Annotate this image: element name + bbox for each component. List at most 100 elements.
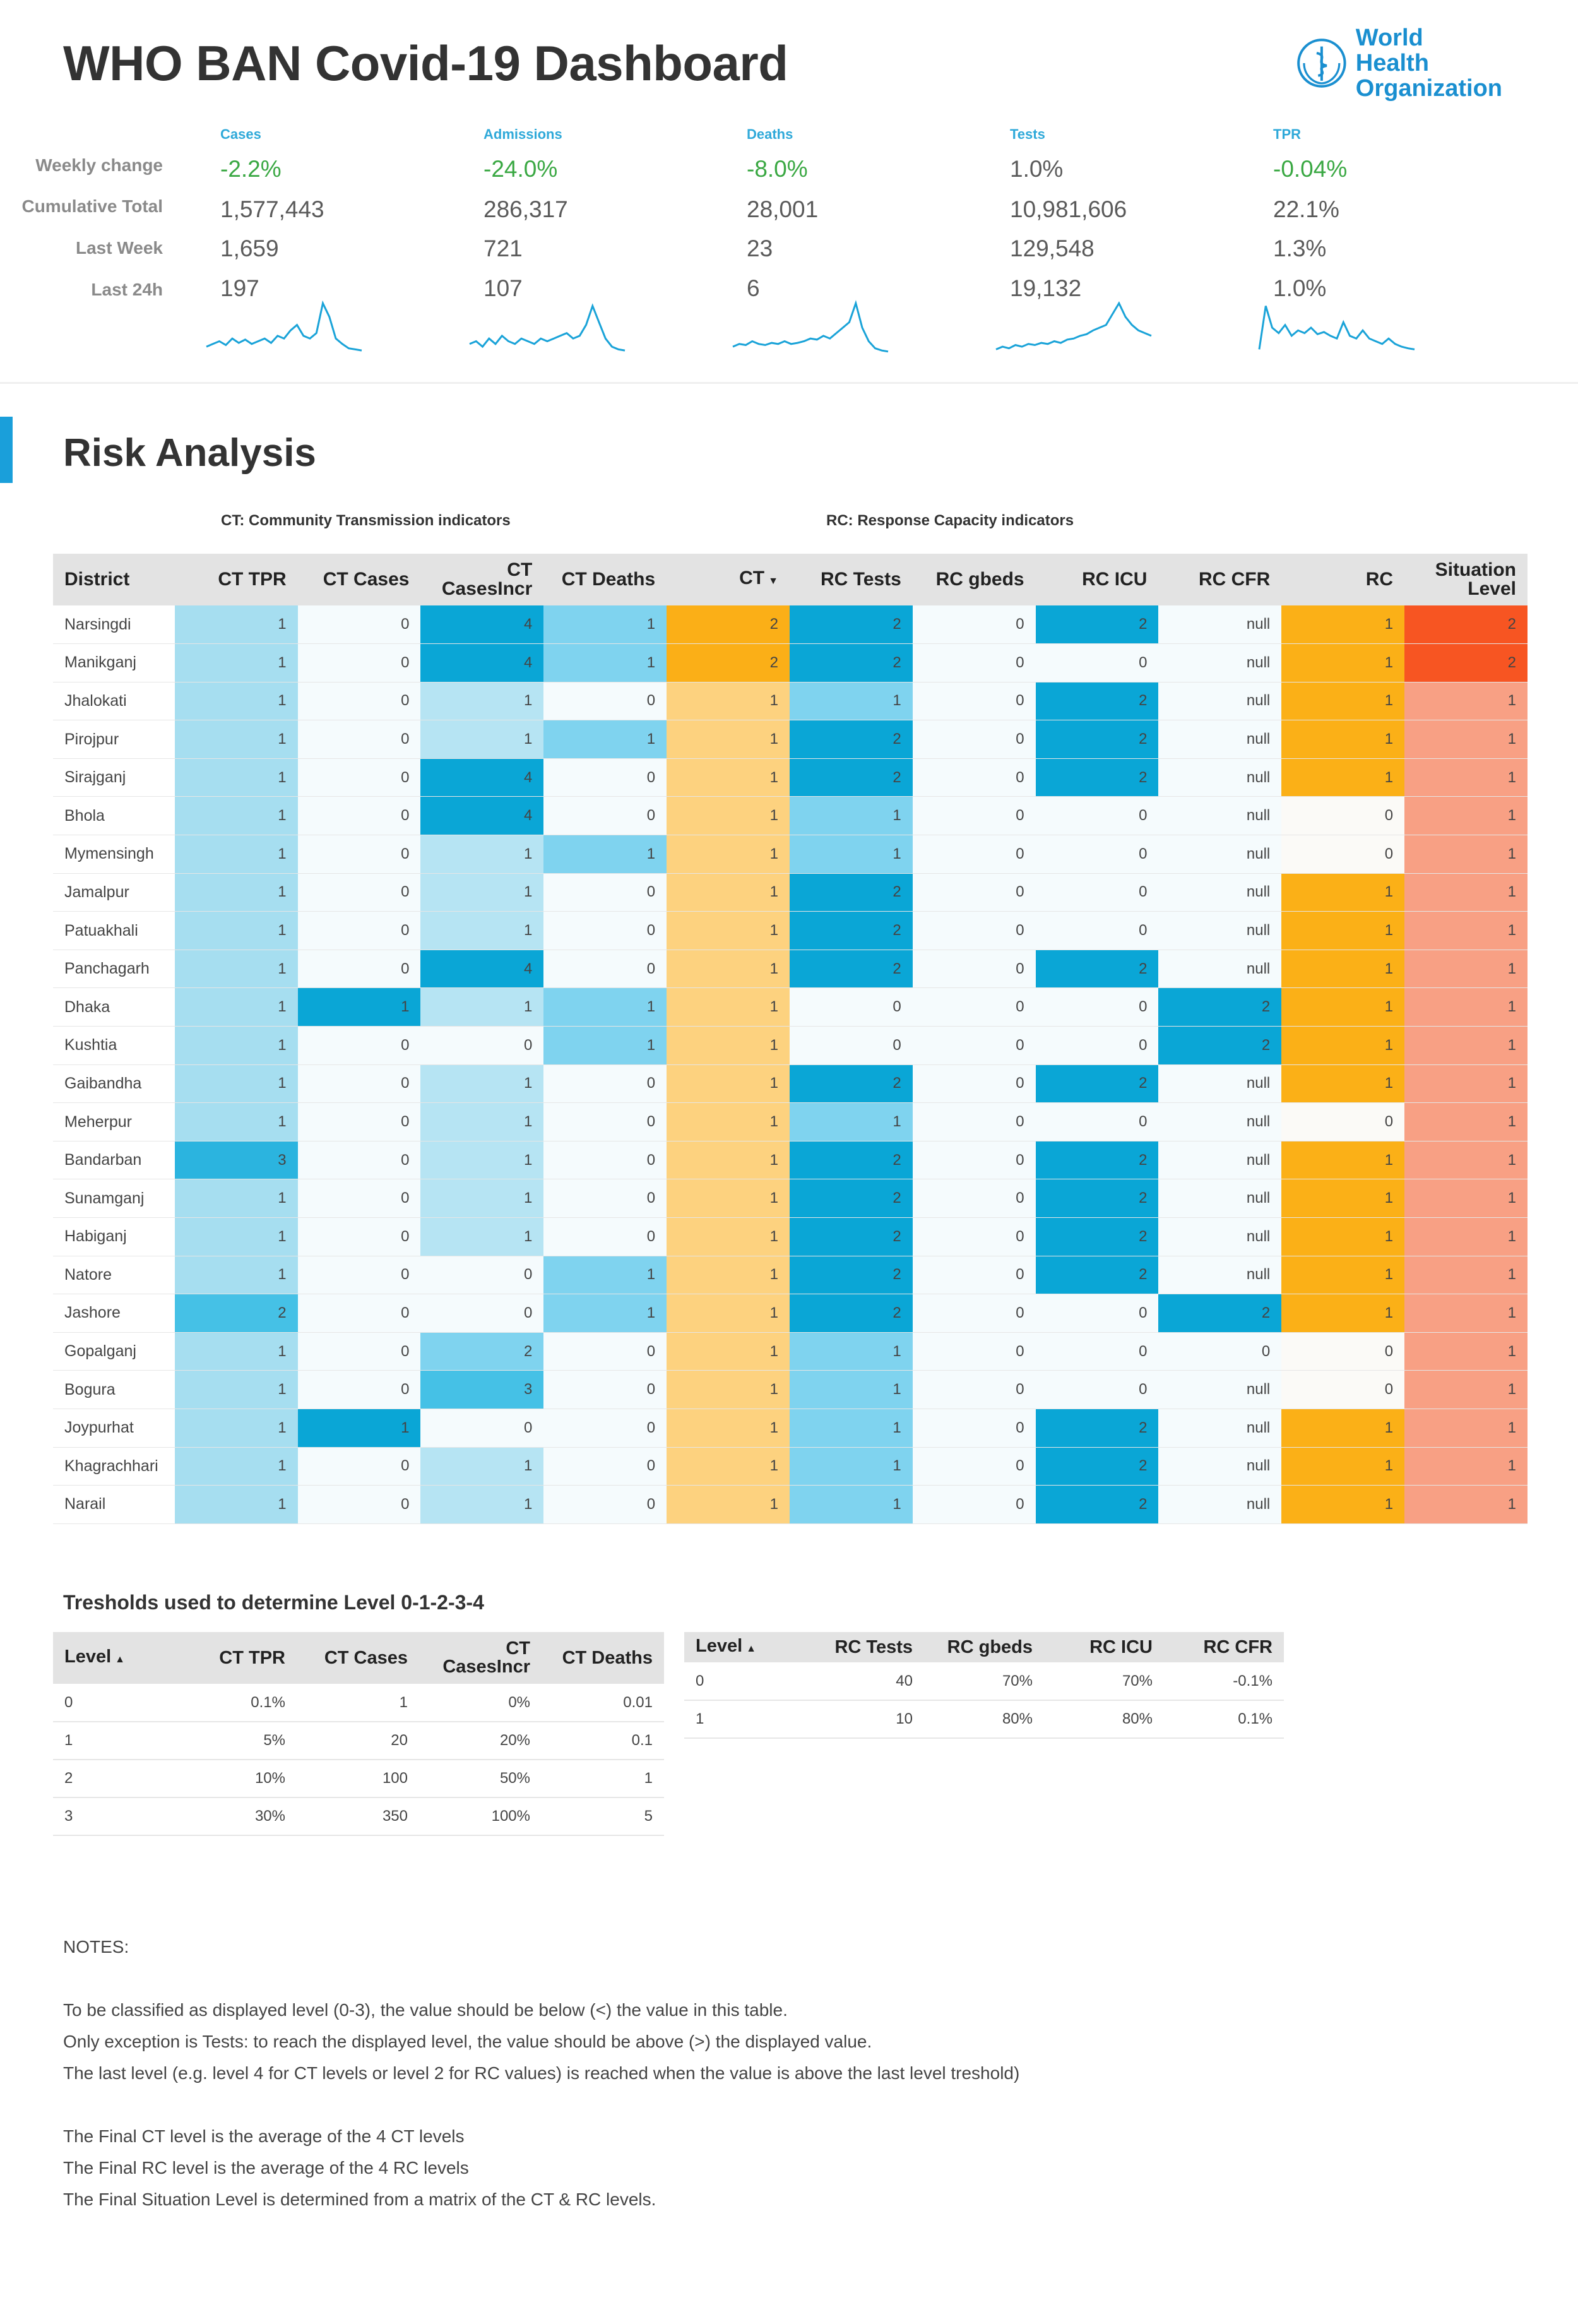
indicator-cell: 1 bbox=[789, 1102, 913, 1141]
indicator-cell: 1 bbox=[174, 1409, 298, 1448]
indicator-cell: 2 bbox=[1035, 950, 1159, 989]
indicator-cell: 0 bbox=[912, 835, 1036, 874]
column-header[interactable]: CT ▼ bbox=[667, 554, 790, 605]
indicator-cell: 0 bbox=[420, 1026, 544, 1065]
sparkline-line bbox=[469, 303, 626, 352]
indicator-cell: 1 bbox=[667, 758, 790, 797]
indicator-cell: 1 bbox=[1281, 987, 1405, 1027]
column-header[interactable]: RC CFR bbox=[1164, 1632, 1284, 1662]
table-row: Sirajganj 1 0 4 0 1 2 0 2 null 1 1 bbox=[53, 758, 1528, 797]
column-header[interactable]: CT TPR bbox=[174, 554, 298, 605]
thresholds-title: Tresholds used to determine Level 0-1-2-… bbox=[63, 1591, 484, 1614]
sparkline-line bbox=[206, 300, 362, 352]
indicator-cell: 0 bbox=[789, 1026, 913, 1065]
indicator-cell: 1 bbox=[174, 1102, 298, 1141]
threshold-cell: 100 bbox=[297, 1760, 419, 1798]
sort-asc-icon[interactable]: ▲ bbox=[115, 1654, 126, 1665]
column-header[interactable]: CT CasesIncr bbox=[419, 1632, 542, 1684]
sort-asc-icon[interactable]: ▲ bbox=[746, 1643, 757, 1654]
column-header[interactable]: Level ▲ bbox=[684, 1632, 804, 1662]
table-row: Khagrachhari 1 0 1 0 1 1 0 2 null 1 1 bbox=[53, 1447, 1528, 1486]
column-header[interactable]: Level ▲ bbox=[53, 1632, 174, 1684]
kpi-value-last-24h: 1.0% bbox=[1273, 275, 1327, 301]
indicator-cell: 2 bbox=[789, 1294, 913, 1333]
district-cell: Patuakhali bbox=[53, 911, 175, 950]
column-header[interactable]: RC CFR bbox=[1158, 554, 1282, 605]
column-header[interactable]: RC ICU bbox=[1044, 1632, 1164, 1662]
column-header[interactable]: CT Cases bbox=[297, 554, 421, 605]
notes-line: To be classified as displayed level (0-3… bbox=[63, 2000, 788, 2020]
column-header[interactable]: Situation Level bbox=[1404, 554, 1528, 605]
sort-desc-icon[interactable]: ▼ bbox=[768, 575, 778, 587]
indicator-cell: 1 bbox=[543, 987, 667, 1027]
indicator-cell: 1 bbox=[1404, 1332, 1528, 1371]
indicator-cell: 2 bbox=[1035, 605, 1159, 645]
kpi-row-label: Weekly change bbox=[35, 155, 163, 175]
indicator-cell: 2 bbox=[789, 1179, 913, 1218]
indicator-cell: 1 bbox=[789, 1370, 913, 1409]
indicator-cell: 0 bbox=[912, 1485, 1036, 1524]
sparkline bbox=[1258, 306, 1415, 350]
indicator-cell: 1 bbox=[1281, 1256, 1405, 1295]
indicator-cell: 2 bbox=[789, 643, 913, 682]
indicator-cell: 0 bbox=[297, 1141, 421, 1180]
column-header[interactable]: RC gbeds bbox=[924, 1632, 1044, 1662]
indicator-cell: 1 bbox=[174, 1332, 298, 1371]
indicator-cell: 2 bbox=[667, 643, 790, 682]
indicator-cell: 2 bbox=[789, 950, 913, 989]
district-cell: Kushtia bbox=[53, 1026, 175, 1065]
indicator-cell: 2 bbox=[1035, 1141, 1159, 1180]
indicator-cell: 0 bbox=[297, 796, 421, 836]
indicator-cell: 1 bbox=[174, 1064, 298, 1104]
indicator-cell: 2 bbox=[1035, 1485, 1159, 1524]
indicator-cell: 1 bbox=[1404, 1179, 1528, 1218]
indicator-cell: 2 bbox=[789, 720, 913, 759]
column-header[interactable]: CT Deaths bbox=[542, 1632, 664, 1684]
indicator-cell: 1 bbox=[1281, 1141, 1405, 1180]
indicator-cell: null bbox=[1158, 1179, 1282, 1218]
indicator-cell: 1 bbox=[1281, 720, 1405, 759]
indicator-cell: 1 bbox=[543, 720, 667, 759]
indicator-cell: 1 bbox=[789, 1447, 913, 1486]
column-header[interactable]: RC bbox=[1281, 554, 1405, 605]
district-cell: Habiganj bbox=[53, 1217, 175, 1256]
indicator-cell: 1 bbox=[1404, 1064, 1528, 1104]
district-cell: Gopalganj bbox=[53, 1332, 175, 1371]
table-row: Natore 1 0 0 1 1 2 0 2 null 1 1 bbox=[53, 1256, 1528, 1295]
indicator-cell: 1 bbox=[1404, 1026, 1528, 1065]
column-header[interactable]: District bbox=[53, 554, 175, 605]
column-header[interactable]: RC Tests bbox=[789, 554, 913, 605]
indicator-cell: 1 bbox=[1281, 1409, 1405, 1448]
indicator-cell: 1 bbox=[420, 987, 544, 1027]
indicator-cell: 0 bbox=[912, 605, 1036, 645]
column-header[interactable]: CT Deaths bbox=[543, 554, 667, 605]
indicator-cell: 1 bbox=[789, 1332, 913, 1371]
indicator-cell: 0 bbox=[912, 1064, 1036, 1104]
district-cell: Gaibandha bbox=[53, 1064, 175, 1104]
kpi-value-last-24h: 107 bbox=[483, 275, 523, 301]
column-header[interactable]: CT TPR bbox=[174, 1632, 297, 1684]
indicator-cell: 3 bbox=[174, 1141, 298, 1180]
indicator-cell: 0 bbox=[789, 987, 913, 1027]
indicator-cell: 0 bbox=[297, 720, 421, 759]
indicator-cell: 0 bbox=[912, 796, 1036, 836]
indicator-cell: 0 bbox=[543, 1409, 667, 1448]
kpi-column-cases: Cases bbox=[220, 126, 422, 145]
indicator-cell: 0 bbox=[912, 1447, 1036, 1486]
column-header[interactable]: RC Tests bbox=[804, 1632, 924, 1662]
threshold-cell: 0.1% bbox=[174, 1684, 297, 1722]
column-header[interactable]: RC ICU bbox=[1035, 554, 1159, 605]
column-header[interactable]: CT Cases bbox=[297, 1632, 419, 1684]
column-header[interactable]: CT CasesIncr bbox=[420, 554, 544, 605]
table-row: Gaibandha 1 0 1 0 1 2 0 2 null 1 1 bbox=[53, 1064, 1528, 1104]
district-cell: Jamalpur bbox=[53, 873, 175, 912]
indicator-cell: 0 bbox=[543, 911, 667, 950]
indicator-cell: 1 bbox=[543, 1294, 667, 1333]
page-title: WHO BAN Covid-19 Dashboard bbox=[63, 35, 788, 91]
kpi-value-cumulative: 22.1% bbox=[1273, 196, 1339, 222]
indicator-cell: 0 bbox=[543, 1485, 667, 1524]
indicator-cell: 1 bbox=[420, 835, 544, 874]
kpi-value-weekly-change: -24.0% bbox=[483, 156, 558, 182]
column-header[interactable]: RC gbeds bbox=[912, 554, 1036, 605]
sparkline bbox=[995, 301, 1152, 350]
